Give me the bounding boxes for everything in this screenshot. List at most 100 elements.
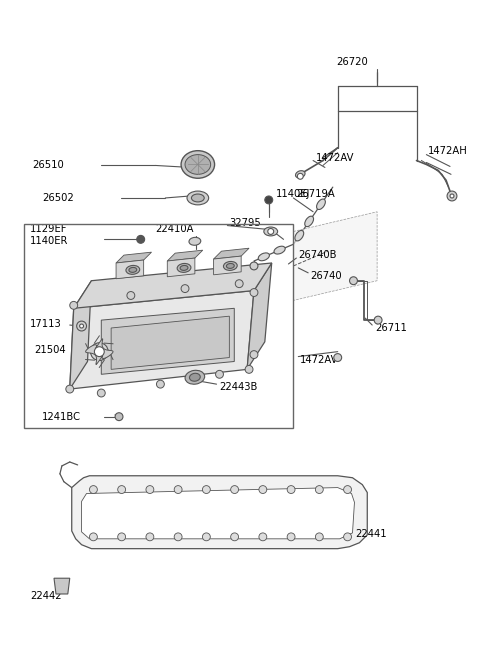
Circle shape (216, 371, 224, 379)
Circle shape (66, 385, 74, 393)
Circle shape (96, 348, 103, 356)
Circle shape (287, 533, 295, 541)
Circle shape (70, 301, 78, 309)
Ellipse shape (185, 155, 211, 174)
Circle shape (118, 533, 126, 541)
Text: 26740: 26740 (310, 271, 342, 281)
Polygon shape (293, 212, 377, 300)
Circle shape (231, 533, 239, 541)
Polygon shape (247, 263, 272, 369)
Polygon shape (116, 260, 144, 279)
Ellipse shape (181, 151, 215, 178)
Circle shape (259, 485, 267, 493)
Polygon shape (214, 248, 249, 259)
Polygon shape (111, 316, 229, 369)
Circle shape (447, 191, 457, 201)
Circle shape (315, 533, 323, 541)
Circle shape (203, 485, 210, 493)
Ellipse shape (305, 216, 313, 227)
Circle shape (115, 413, 123, 420)
Polygon shape (70, 281, 91, 389)
Ellipse shape (187, 191, 209, 205)
Polygon shape (82, 487, 354, 539)
Circle shape (118, 485, 126, 493)
Text: 1129EF: 1129EF (30, 224, 68, 234)
Ellipse shape (264, 227, 277, 236)
Circle shape (80, 324, 84, 328)
Circle shape (297, 173, 303, 179)
Circle shape (174, 485, 182, 493)
Circle shape (89, 485, 97, 493)
Polygon shape (101, 308, 234, 375)
Text: 22443B: 22443B (219, 382, 258, 392)
Circle shape (344, 485, 351, 493)
Circle shape (344, 533, 351, 541)
Ellipse shape (274, 246, 285, 254)
Circle shape (250, 351, 258, 359)
Circle shape (146, 533, 154, 541)
Text: 26502: 26502 (42, 193, 74, 203)
Circle shape (287, 485, 295, 493)
Text: 1472AV: 1472AV (316, 153, 355, 163)
Text: 17113: 17113 (30, 319, 62, 329)
Circle shape (89, 533, 97, 541)
Ellipse shape (295, 230, 304, 241)
Text: 26510: 26510 (32, 161, 64, 171)
Circle shape (77, 321, 86, 331)
Circle shape (265, 196, 273, 204)
Text: 26720: 26720 (336, 57, 368, 67)
Text: 1140EJ: 1140EJ (276, 189, 310, 199)
Polygon shape (54, 578, 70, 594)
Bar (24, 224, 293, 428)
Circle shape (137, 236, 144, 243)
Circle shape (146, 485, 154, 493)
Polygon shape (168, 258, 195, 277)
Text: 26719A: 26719A (296, 189, 335, 199)
Polygon shape (214, 256, 241, 275)
Circle shape (374, 316, 382, 324)
Text: 1472AV: 1472AV (300, 354, 339, 365)
Circle shape (250, 289, 258, 297)
Text: 22442: 22442 (30, 591, 62, 601)
Text: 26740B: 26740B (298, 250, 337, 260)
Ellipse shape (177, 264, 191, 272)
Circle shape (95, 347, 104, 357)
Ellipse shape (258, 253, 269, 260)
Text: 21504: 21504 (34, 344, 66, 355)
Ellipse shape (190, 373, 200, 381)
Ellipse shape (189, 237, 201, 245)
Circle shape (334, 354, 342, 361)
Polygon shape (72, 476, 367, 548)
Ellipse shape (129, 268, 137, 272)
Text: 1140ER: 1140ER (30, 236, 69, 246)
Text: 22410A: 22410A (156, 224, 194, 234)
Ellipse shape (192, 194, 204, 202)
Circle shape (181, 285, 189, 293)
Circle shape (268, 228, 274, 234)
Circle shape (349, 277, 358, 285)
Circle shape (250, 262, 258, 270)
Circle shape (450, 194, 454, 198)
Circle shape (97, 389, 105, 397)
Circle shape (231, 485, 239, 493)
Circle shape (203, 533, 210, 541)
Text: 1241BC: 1241BC (42, 412, 81, 422)
Text: 22441: 22441 (356, 529, 387, 539)
Text: 32795: 32795 (229, 218, 261, 228)
Polygon shape (116, 252, 152, 263)
Circle shape (90, 343, 108, 361)
Polygon shape (85, 338, 113, 365)
Circle shape (245, 365, 253, 373)
Ellipse shape (180, 266, 188, 270)
Ellipse shape (224, 262, 237, 270)
Circle shape (259, 533, 267, 541)
Ellipse shape (227, 264, 234, 268)
Circle shape (156, 380, 164, 388)
Circle shape (127, 291, 135, 299)
Ellipse shape (296, 171, 305, 178)
Circle shape (235, 279, 243, 287)
Circle shape (315, 485, 323, 493)
Text: 26711: 26711 (375, 323, 407, 333)
Polygon shape (70, 291, 254, 389)
Circle shape (174, 533, 182, 541)
